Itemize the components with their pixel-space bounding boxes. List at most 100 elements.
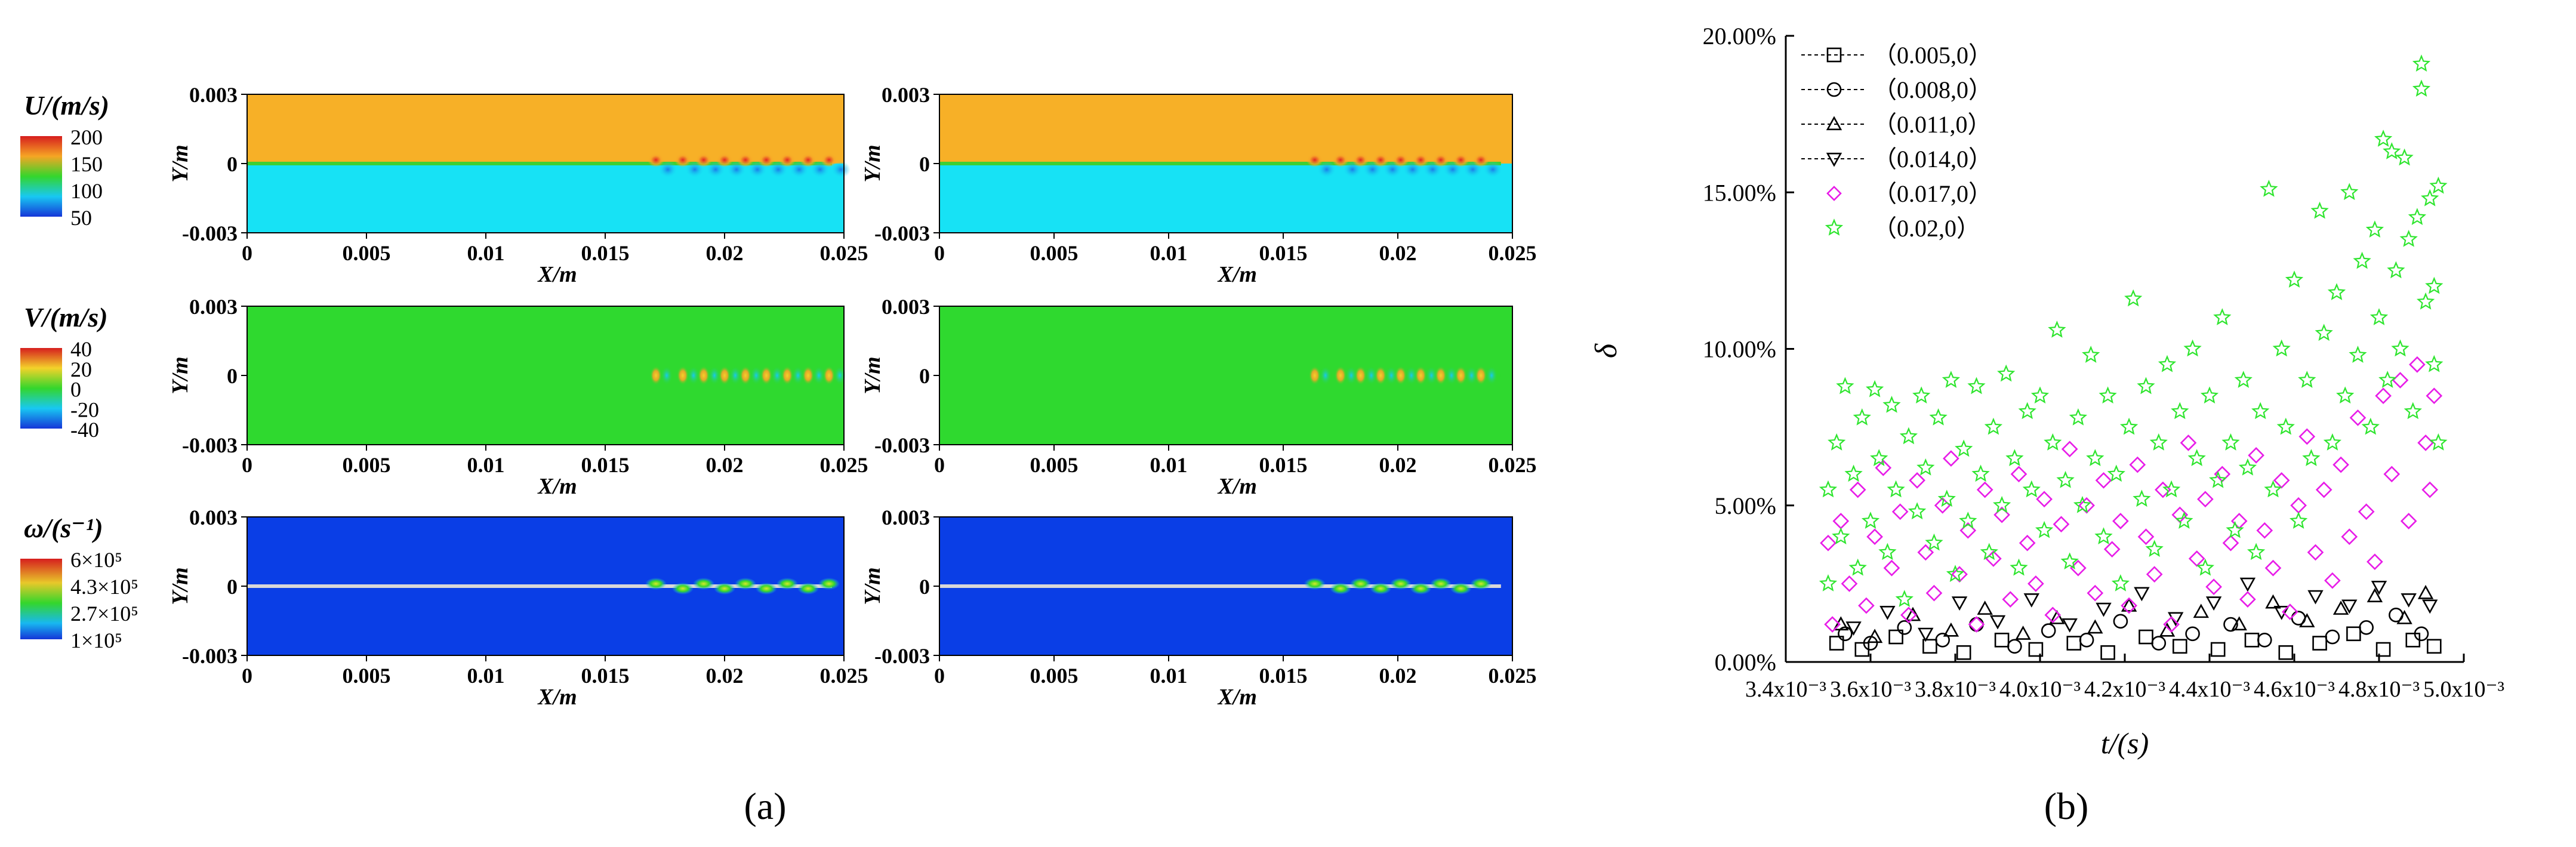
data-point	[1875, 459, 1892, 476]
vortex-structure	[1435, 366, 1447, 385]
legend-label: （0.02,0）	[1873, 215, 1980, 242]
x-tick-label: 4.0x10⁻³	[1999, 677, 2081, 702]
data-point	[1951, 596, 1968, 611]
data-point	[1848, 558, 1867, 576]
y-tick-label: 0	[227, 364, 238, 388]
data-point	[2298, 428, 2316, 445]
data-point	[2162, 480, 2181, 498]
data-point	[2056, 470, 2075, 488]
data-point	[2375, 642, 2391, 657]
data-point	[1866, 528, 1883, 546]
data-point	[2340, 183, 2359, 201]
y-tick-label: 0.00%	[1715, 649, 1776, 676]
vortex-structure	[1372, 153, 1389, 167]
field-upper	[939, 517, 1512, 586]
data-point	[2044, 606, 2062, 624]
data-point	[2247, 543, 2266, 560]
legend-label: （0.005,0）	[1873, 42, 1992, 69]
data-point	[2196, 558, 2215, 576]
x-tick-label: 0.025	[1489, 241, 1537, 265]
data-point	[2429, 176, 2448, 194]
data-point	[2341, 528, 2358, 546]
data-point	[1909, 472, 1925, 489]
data-point	[2002, 591, 2019, 608]
data-point	[2251, 402, 2270, 420]
vortex-structure	[792, 366, 804, 385]
data-point	[2048, 321, 2066, 338]
data-point	[2282, 603, 2298, 620]
vortex-structure	[1354, 366, 1367, 385]
x-tick-label: 3.8x10⁻³	[1915, 677, 1996, 702]
vortex-structure	[821, 153, 837, 167]
data-point	[1899, 427, 1918, 445]
y-tick-label: -0.003	[182, 433, 238, 457]
data-point	[2427, 639, 2442, 654]
x-axis-label: X/m	[537, 474, 577, 499]
data-point	[2401, 593, 2417, 608]
data-point	[1917, 544, 1934, 561]
data-point	[2421, 599, 2438, 614]
vortex-structure	[698, 366, 710, 385]
data-point	[1883, 559, 1900, 577]
data-point	[2341, 599, 2358, 614]
data-point	[2183, 339, 2202, 357]
y-tick-label: -0.003	[182, 221, 238, 245]
data-point	[2367, 588, 2383, 602]
data-point	[2180, 435, 2197, 451]
data-point	[2353, 251, 2371, 269]
colorbar-tick-label: 200	[70, 125, 103, 149]
data-point	[2100, 645, 2115, 660]
data-point	[2010, 466, 2027, 483]
vortex-structure	[760, 366, 772, 385]
vortex-structure	[1370, 583, 1392, 595]
y-tick-label: 0.003	[882, 83, 930, 107]
vortex-structure	[823, 366, 835, 385]
data-point	[2324, 572, 2341, 589]
data-point	[2405, 632, 2421, 648]
data-point	[1820, 534, 1837, 552]
data-point	[1861, 512, 1880, 529]
data-point	[1832, 513, 1850, 529]
data-point	[2134, 587, 2150, 602]
colorbar-tick-label: 100	[70, 179, 103, 203]
data-point	[2323, 433, 2342, 451]
x-tick-label: 0.01	[1150, 453, 1188, 477]
legend-marker	[1826, 82, 1842, 97]
data-point	[2239, 591, 2256, 608]
vortex-structure	[672, 583, 694, 595]
data-point	[2137, 528, 2155, 546]
vortex-structure	[813, 366, 825, 385]
panel-b: 0.00% 5.00% 10.00% 15.00% 20.00% 3.4x10⁻³ 3.6x…	[1589, 23, 2504, 760]
data-point	[2371, 581, 2387, 595]
series-3	[1833, 584, 2434, 643]
data-point	[2213, 308, 2232, 325]
data-point	[2019, 534, 2036, 552]
vortex-structure	[1415, 366, 1427, 385]
vortex-structure	[1470, 578, 1492, 590]
x-tick-label: 0	[934, 453, 945, 477]
data-point	[2349, 346, 2367, 363]
data-point	[2175, 512, 2193, 529]
data-point	[2022, 480, 2041, 498]
colorbar	[20, 348, 62, 429]
data-point	[1977, 600, 1993, 615]
field-upper	[939, 94, 1512, 164]
data-point	[2094, 527, 2113, 544]
data-point	[2035, 520, 2054, 538]
data-point	[1994, 632, 2010, 648]
data-point	[1849, 481, 1866, 498]
y-tick-label: 0.003	[189, 506, 238, 529]
data-point	[2276, 417, 2295, 435]
legend-title: V/(m/s)	[24, 302, 108, 332]
data-point	[1858, 597, 1875, 614]
data-point	[1968, 616, 1985, 633]
data-point	[2124, 289, 2143, 307]
data-point	[2312, 636, 2327, 651]
shear-layer	[247, 584, 832, 588]
data-point	[1845, 621, 1862, 636]
y-tick-label: 0	[227, 152, 238, 176]
y-tick-label: 0.003	[882, 506, 930, 529]
